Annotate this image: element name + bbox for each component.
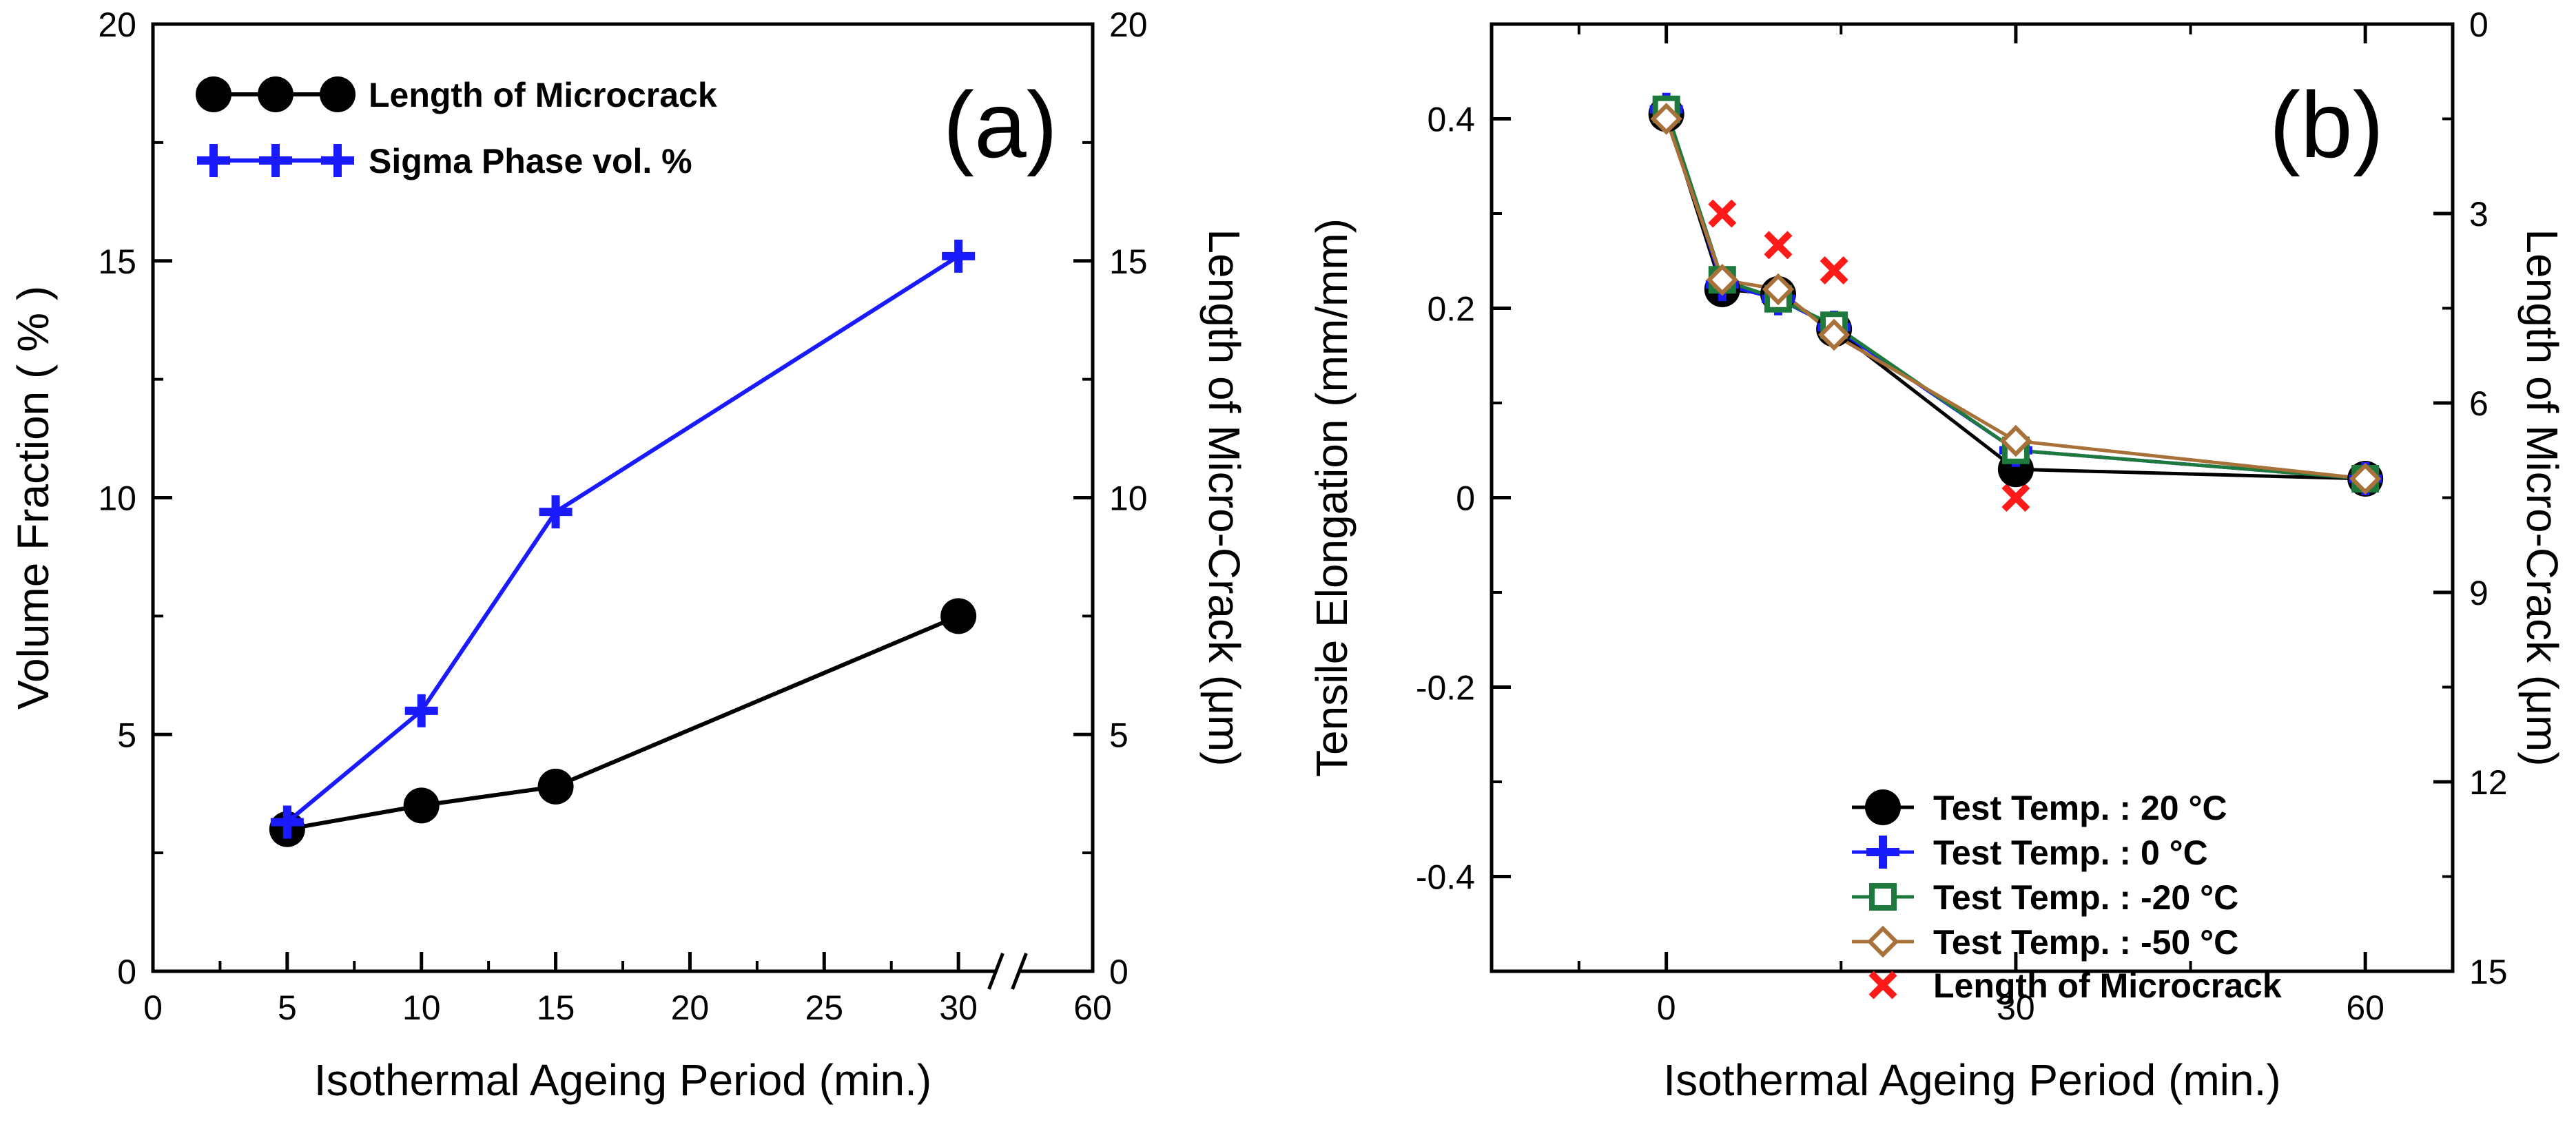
data-point bbox=[539, 495, 573, 529]
x-tick-label: 0 bbox=[143, 988, 163, 1027]
x-tick-label: 60 bbox=[2346, 988, 2384, 1027]
y2-tick-label: 5 bbox=[1109, 716, 1129, 754]
x-tick-label: 60 bbox=[1073, 988, 1112, 1027]
y2-tick-label: 15 bbox=[2469, 953, 2508, 991]
data-point bbox=[1999, 424, 2032, 457]
axis-break-mark bbox=[1011, 953, 1028, 990]
y2-tick-label: 9 bbox=[2469, 574, 2489, 612]
y2-tick-label: 6 bbox=[2469, 384, 2489, 423]
legend-label: Test Temp. : 0 °C bbox=[1933, 833, 2208, 872]
legend-marker bbox=[1866, 836, 1899, 869]
x-tick-label: 0 bbox=[1657, 988, 1676, 1027]
data-point bbox=[537, 768, 574, 805]
series-line bbox=[1665, 118, 2366, 481]
y-tick-label: 15 bbox=[98, 242, 136, 281]
data-point bbox=[1764, 231, 1793, 260]
legend-marker bbox=[259, 144, 292, 177]
panel-label: (a) bbox=[943, 72, 1058, 177]
y2-tick-label: 20 bbox=[1109, 6, 1148, 44]
axis-break-mark bbox=[987, 953, 1004, 990]
data-point bbox=[403, 787, 440, 824]
x-axis-label: Isothermal Ageing Period (min.) bbox=[1663, 1055, 2280, 1105]
data-point bbox=[1706, 264, 1739, 296]
legend-marker bbox=[1869, 883, 1897, 911]
panel-b: 0 30 60 -0.4 -0.2 0 0.2 0.4 0 3 6 9 12 15 Test Temp. :… bbox=[1307, 6, 2567, 1105]
legend-label: Test Temp. : -50 °C bbox=[1933, 923, 2238, 962]
legend-marker bbox=[1865, 789, 1901, 825]
legend-label: Test Temp. : 20 °C bbox=[1933, 789, 2227, 827]
data-point bbox=[404, 694, 438, 727]
x-tick-label: 30 bbox=[939, 988, 978, 1027]
y-tick-label: 0.4 bbox=[1427, 101, 1475, 139]
data-point bbox=[1817, 318, 1851, 351]
legend-label: Sigma Phase vol. % bbox=[369, 142, 692, 180]
y2-tick-label: 12 bbox=[2469, 763, 2508, 802]
y-tick-label: 20 bbox=[98, 6, 136, 44]
data-point bbox=[1708, 199, 1737, 228]
panel-label: (b) bbox=[2269, 72, 2384, 177]
x-tick-label: 15 bbox=[537, 988, 575, 1027]
legend-label: Length of Microcrack bbox=[369, 76, 717, 114]
data-point bbox=[940, 598, 977, 634]
data-point bbox=[270, 805, 304, 839]
legend-marker bbox=[1868, 971, 1897, 999]
legend-marker bbox=[196, 76, 231, 112]
series-line bbox=[287, 614, 960, 831]
data-point bbox=[1762, 273, 1795, 306]
x-axis-label: Isothermal Ageing Period (min.) bbox=[314, 1055, 931, 1105]
legend-label: Length of Microcrack bbox=[1933, 966, 2282, 1005]
y-tick-label: 0.2 bbox=[1427, 290, 1475, 329]
legend-marker bbox=[321, 144, 354, 177]
y-tick-label: 10 bbox=[98, 479, 136, 518]
data-point bbox=[942, 239, 976, 273]
y2-tick-label: 0 bbox=[2469, 6, 2489, 44]
x-tick-label: 30 bbox=[1997, 988, 2035, 1027]
x-tick-label: 10 bbox=[402, 988, 441, 1027]
legend-marker bbox=[258, 76, 293, 112]
legend-label: Test Temp. : -20 °C bbox=[1933, 878, 2238, 917]
y-axis-label: Tensile Elongation (mm/mm) bbox=[1307, 218, 1357, 777]
y-tick-label: -0.4 bbox=[1416, 858, 1475, 897]
y2-tick-label: 3 bbox=[2469, 195, 2489, 234]
y2-tick-label: 15 bbox=[1109, 242, 1148, 281]
y2-tick-label: 10 bbox=[1109, 479, 1148, 518]
y-tick-label: 5 bbox=[117, 716, 136, 754]
legend-marker bbox=[1866, 925, 1899, 958]
legend-marker bbox=[320, 76, 356, 112]
y2-axis-label: Length of Micro-Crack (μm) bbox=[2517, 229, 2567, 766]
data-point bbox=[2349, 462, 2382, 495]
series-line bbox=[285, 254, 960, 824]
data-point bbox=[2001, 483, 2030, 512]
x-tick-label: 25 bbox=[805, 988, 843, 1027]
x-tick-label: 20 bbox=[671, 988, 710, 1027]
data-point bbox=[1820, 256, 1848, 285]
x-tick-label: 5 bbox=[278, 988, 297, 1027]
y-tick-label: 0 bbox=[117, 953, 136, 991]
y-tick-label: -0.2 bbox=[1416, 669, 1475, 707]
y2-tick-label: 0 bbox=[1109, 953, 1129, 991]
y-tick-label: 0 bbox=[1456, 479, 1475, 518]
data-point bbox=[1650, 103, 1682, 135]
y-axis-label: Volume Fraction ( % ) bbox=[8, 286, 58, 709]
legend-marker bbox=[197, 144, 230, 177]
y2-axis-label: Length of Micro-Crack (μm) bbox=[1199, 229, 1249, 766]
